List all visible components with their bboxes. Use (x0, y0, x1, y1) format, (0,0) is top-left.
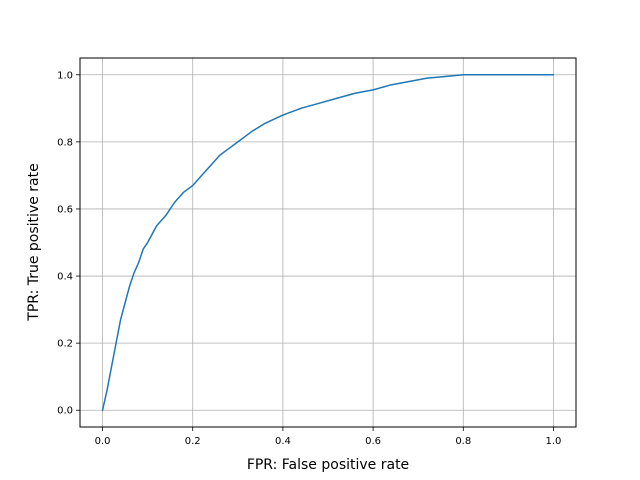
x-axis-label: FPR: False positive rate (247, 457, 409, 473)
x-tick-label: 0.8 (455, 436, 471, 447)
y-tick-label: 1.0 (57, 70, 73, 81)
y-tick-label: 0.8 (57, 137, 73, 148)
series (101, 74, 555, 411)
y-tick-label: 0.0 (57, 406, 73, 417)
plot-frame (79, 57, 577, 428)
y-tick-label: 0.4 (57, 272, 73, 283)
y-axis-label: TPR: True positive rate (26, 163, 42, 321)
ticks: 0.0 0.2 0.4 0.6 0.8 1.0 0.0 0.2 0.4 0.6 0.8 1.0 (57, 70, 561, 447)
x-tick-label: 1.0 (546, 436, 562, 447)
x-tick-label: 0.6 (365, 436, 381, 447)
y-tick-label: 0.6 (57, 204, 73, 215)
x-tick-label: 0.2 (185, 436, 201, 447)
x-tick-label: 0.4 (275, 436, 291, 447)
roc-curve-line (101, 74, 555, 411)
grid (80, 58, 576, 427)
y-tick-label: 0.2 (57, 339, 73, 350)
x-tick-label: 0.0 (95, 436, 111, 447)
